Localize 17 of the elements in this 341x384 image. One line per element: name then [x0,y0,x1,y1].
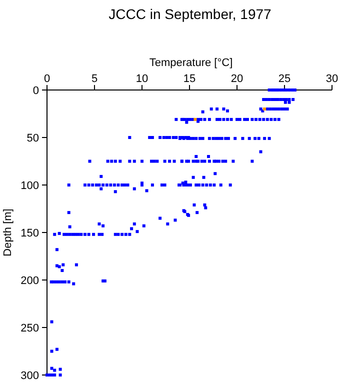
x-tick-label: 25 [278,73,291,85]
x-tick-label: 10 [136,73,148,85]
x-tick-label: 20 [230,73,244,85]
y-tick-label: 300 [20,370,39,382]
y-tick-label: 0 [32,85,39,97]
x-axis-title: Temperature [°C] [149,57,233,69]
x-tick-label: 30 [326,73,338,85]
y-axis-title: Depth [m] [2,208,14,256]
y-tick-label: 150 [20,228,39,240]
y-tick-label: 200 [20,275,39,287]
x-tick-label: 5 [91,73,98,85]
x-tick-label: 15 [183,73,196,85]
chart-title: JCCC in September, 1977 [108,6,272,22]
y-tick-label: 50 [26,132,39,144]
y-tick-label: 100 [20,180,39,192]
x-tick-label: 0 [44,73,50,85]
y-tick-label: 250 [20,322,39,334]
